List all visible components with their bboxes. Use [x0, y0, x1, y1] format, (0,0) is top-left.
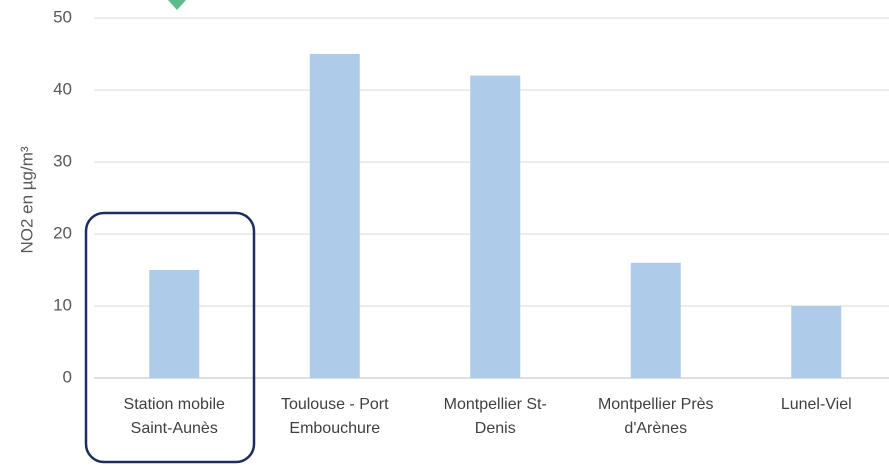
bar [309, 54, 360, 378]
x-tick-label: Toulouse - Port Embouchure [280, 396, 389, 437]
y-tick-label: 0 [63, 367, 72, 386]
x-tick-label: Montpellier St-Denis [443, 396, 547, 437]
y-tick-label: 10 [53, 295, 72, 314]
y-tick-label: 30 [53, 151, 72, 170]
y-tick-label: 40 [53, 79, 72, 98]
y-tick-label: 20 [53, 223, 72, 242]
bar [630, 262, 681, 378]
y-tick-label: 50 [53, 7, 72, 26]
bar [149, 270, 200, 378]
y-axis-label: NO2 en µg/m³ [17, 146, 36, 253]
x-tick-label: Lunel-Viel [780, 396, 852, 413]
x-tick-label: Station mobile Saint-Aunès [123, 396, 225, 437]
x-tick-label: Montpellier Près d'Arènes [597, 396, 714, 437]
marker-diamond [168, 0, 186, 10]
bar [791, 306, 842, 378]
highlight-box [84, 211, 256, 464]
bar [470, 75, 521, 378]
